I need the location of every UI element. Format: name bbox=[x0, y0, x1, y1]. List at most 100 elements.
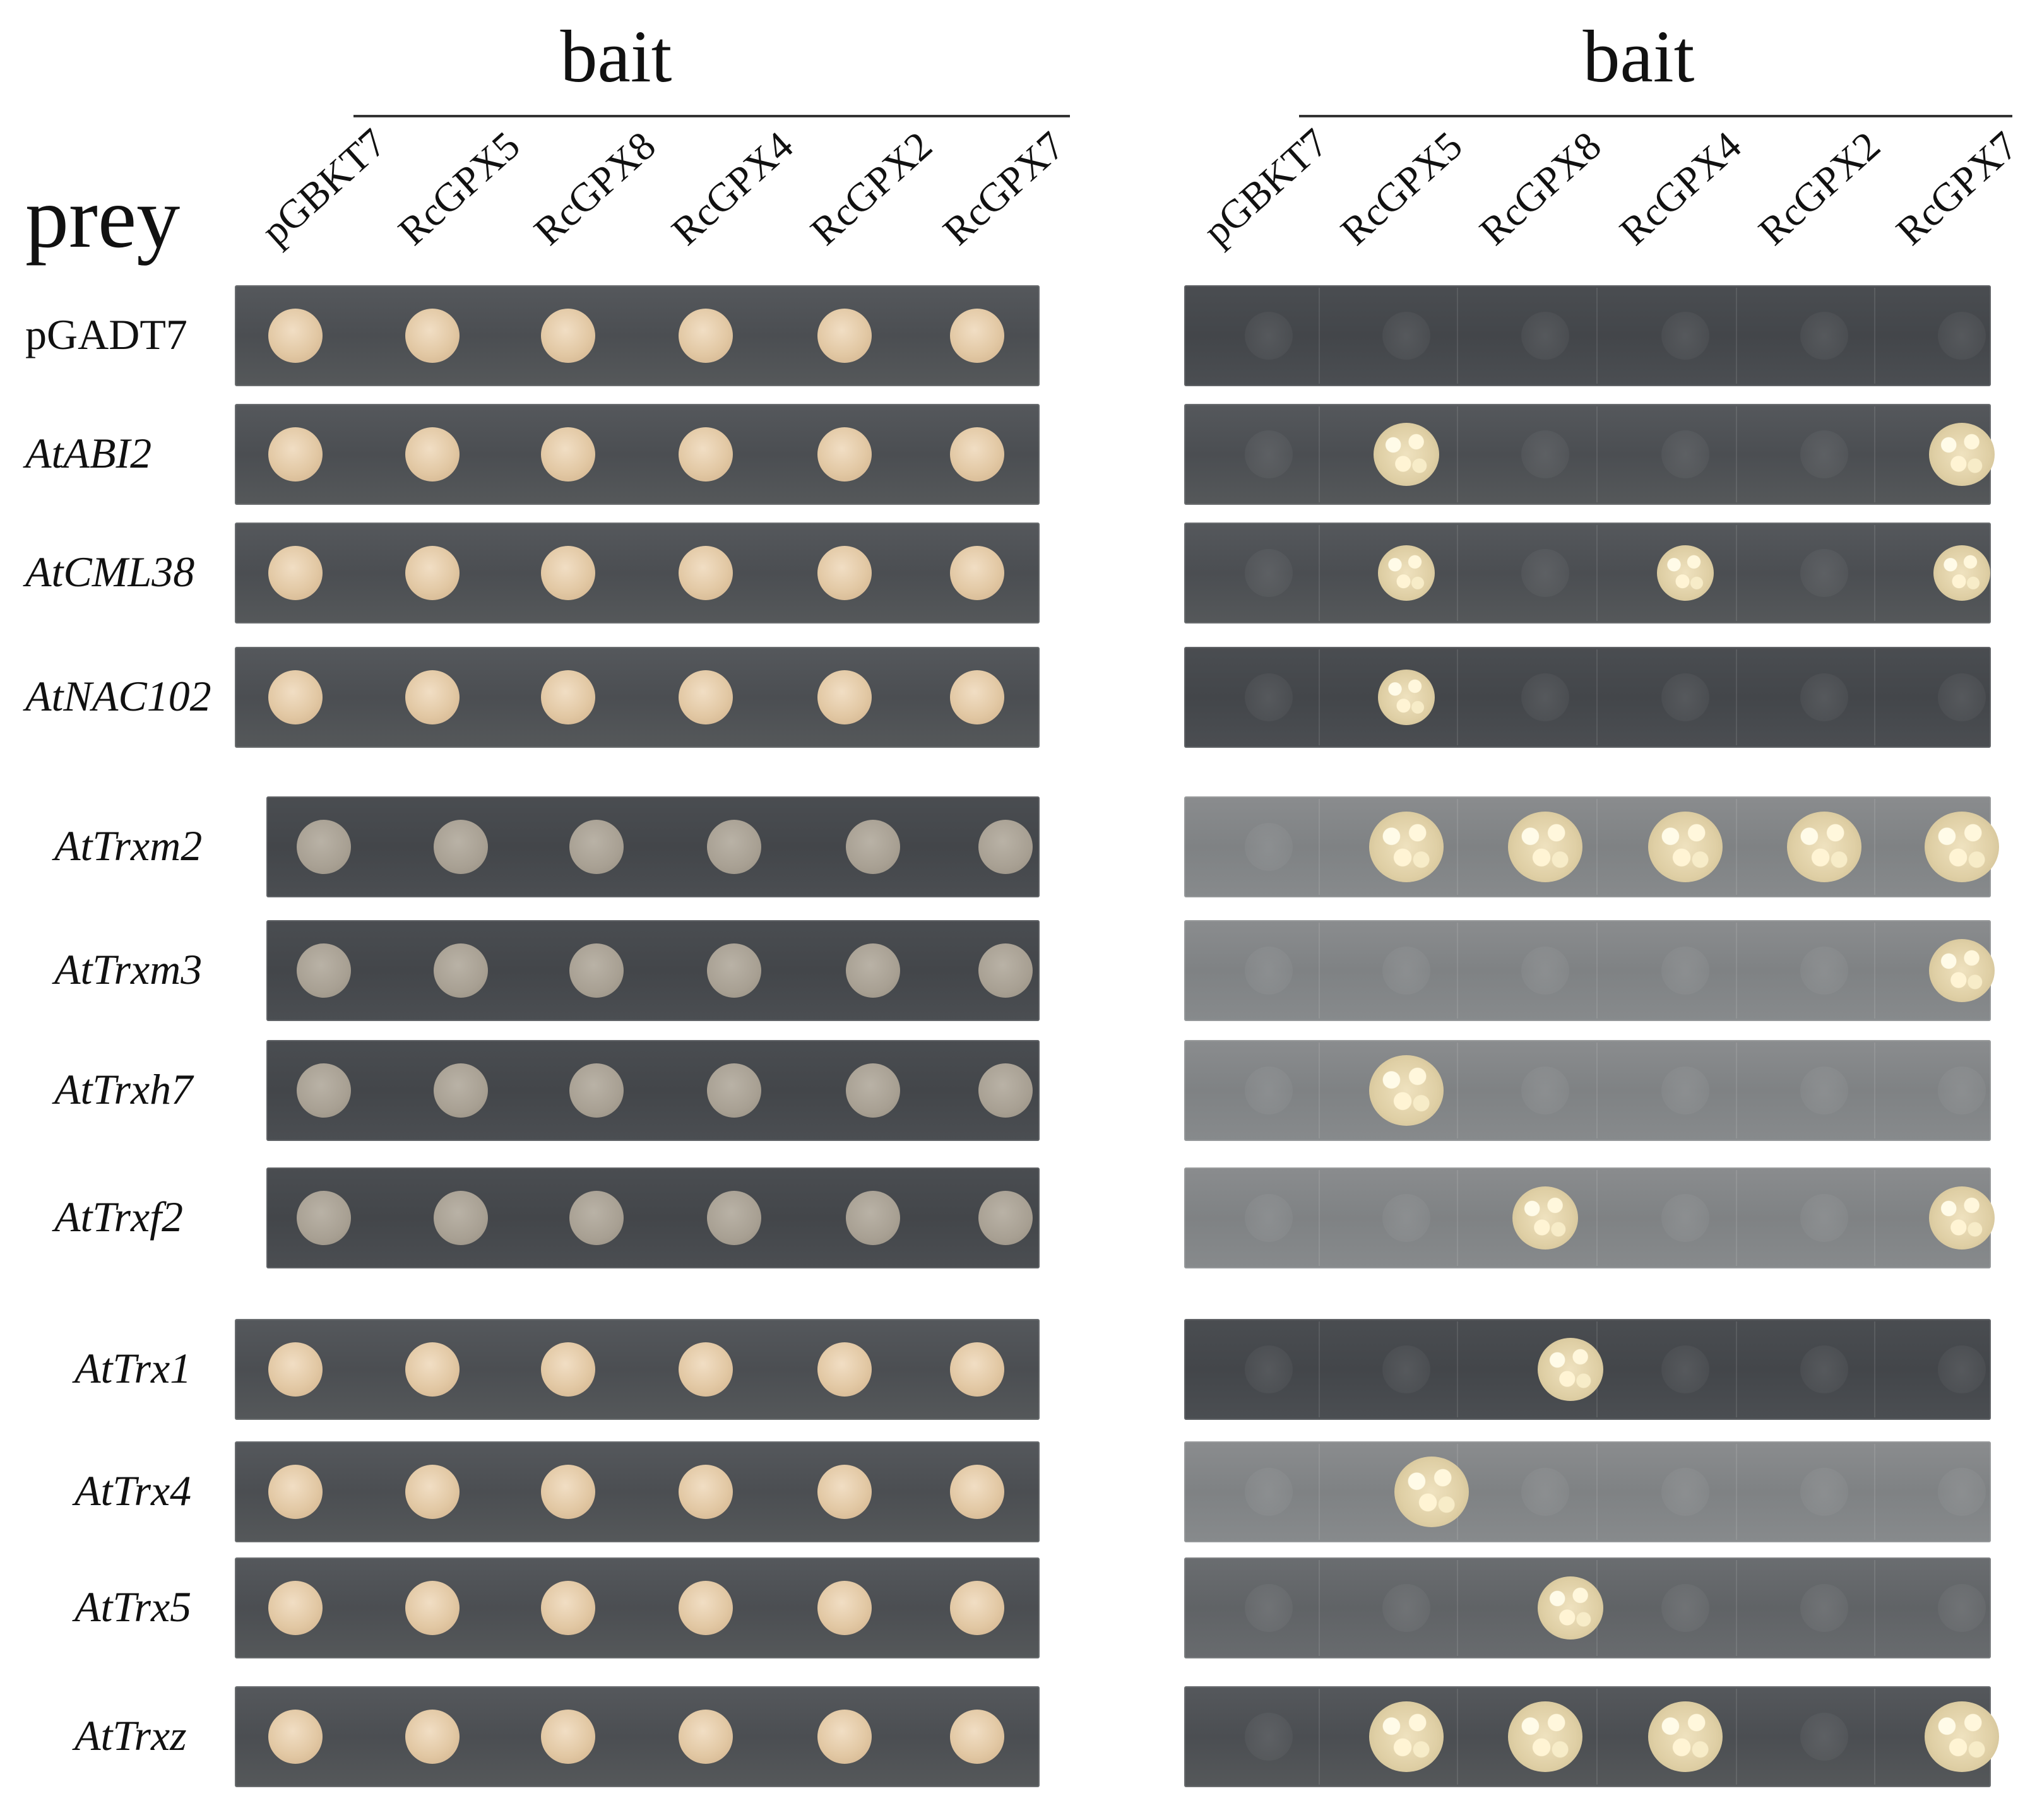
yeast-spot bbox=[541, 1710, 595, 1764]
yeast-spot-no-growth bbox=[1521, 549, 1569, 597]
yeast-spot-no-growth bbox=[1661, 430, 1709, 478]
plate-divider bbox=[1596, 1170, 1598, 1266]
yeast-spot bbox=[434, 943, 488, 998]
yeast-colony-growth bbox=[1787, 812, 1861, 882]
yeast-spot-no-growth bbox=[1800, 1345, 1848, 1393]
plate-divider bbox=[1874, 1560, 1875, 1656]
prey-label-attrx4: AtTrx4 bbox=[74, 1467, 192, 1515]
yeast-spot bbox=[405, 427, 460, 482]
plate-divider bbox=[1319, 1689, 1320, 1785]
plate-divider bbox=[1457, 406, 1458, 502]
yeast-spot bbox=[405, 1465, 460, 1519]
left-plate-strip-pgadt7 bbox=[235, 285, 1040, 386]
yeast-colony-growth bbox=[1369, 1055, 1444, 1126]
yeast-spot-no-growth bbox=[1245, 1584, 1293, 1632]
yeast-spot-no-growth bbox=[1661, 312, 1709, 360]
yeast-spot bbox=[846, 1191, 900, 1245]
yeast-spot bbox=[541, 1465, 595, 1519]
yeast-spot bbox=[434, 1191, 488, 1245]
plate-divider bbox=[1319, 1170, 1320, 1266]
yeast-spot bbox=[297, 943, 351, 998]
left-plate-strip-atnac102 bbox=[235, 647, 1040, 748]
right-plate-strip-atcml38 bbox=[1184, 523, 1991, 623]
yeast-spot bbox=[817, 427, 872, 482]
yeast-spot bbox=[268, 427, 323, 482]
yeast-spot bbox=[268, 670, 323, 724]
yeast-colony-growth bbox=[1648, 1701, 1723, 1772]
yeast-colony-growth bbox=[1374, 423, 1439, 486]
left-bait-title: bait bbox=[560, 15, 672, 98]
prey-label-pgadt7: pGADT7 bbox=[25, 310, 187, 358]
plate-divider bbox=[1874, 799, 1875, 895]
plate-divider bbox=[1736, 1560, 1737, 1656]
left-col-label-rcgpx2: RcGPX2 bbox=[802, 122, 941, 254]
prey-label-attrxm2: AtTrxm2 bbox=[54, 822, 203, 870]
right-col-label-rcgpx7: RcGPX7 bbox=[1887, 122, 2026, 254]
prey-label-attrxm3: AtTrxm3 bbox=[54, 945, 203, 993]
yeast-spot-no-growth bbox=[1661, 947, 1709, 995]
prey-label-attrxh7: AtTrxh7 bbox=[54, 1065, 193, 1113]
yeast-spot-no-growth bbox=[1938, 673, 1986, 721]
yeast-spot bbox=[679, 670, 733, 724]
plate-divider bbox=[1319, 649, 1320, 745]
yeast-spot bbox=[268, 546, 323, 600]
yeast-spot-no-growth bbox=[1245, 1713, 1293, 1761]
yeast-spot-no-growth bbox=[1245, 1194, 1293, 1242]
plate-divider bbox=[1874, 288, 1875, 384]
right-bait-underline bbox=[1299, 115, 2012, 117]
yeast-spot-no-growth bbox=[1661, 1067, 1709, 1114]
plate-divider bbox=[1874, 923, 1875, 1019]
plate-divider bbox=[1596, 649, 1598, 745]
yeast-spot-no-growth bbox=[1245, 430, 1293, 478]
right-col-label-rcgpx8: RcGPX8 bbox=[1471, 122, 1610, 254]
yeast-spot-no-growth bbox=[1661, 1345, 1709, 1393]
yeast-colony-growth bbox=[1508, 1701, 1582, 1772]
left-col-label-rcgpx4: RcGPX4 bbox=[663, 122, 802, 254]
right-plate-strip-attrxz bbox=[1184, 1686, 1991, 1787]
yeast-spot bbox=[679, 1581, 733, 1635]
yeast-spot bbox=[268, 1465, 323, 1519]
yeast-colony-growth bbox=[1369, 1701, 1444, 1772]
right-plate-strip-attrxh7 bbox=[1184, 1040, 1991, 1141]
left-plate-strip-attrx4 bbox=[235, 1441, 1040, 1542]
yeast-spot bbox=[405, 1581, 460, 1635]
right-plate-strip-atabi2 bbox=[1184, 404, 1991, 505]
yeast-spot bbox=[679, 546, 733, 600]
yeast-colony-growth bbox=[1929, 1186, 1995, 1250]
right-plate-strip-attrxm2 bbox=[1184, 796, 1991, 897]
plate-divider bbox=[1874, 649, 1875, 745]
right-col-label-rcgpx4: RcGPX4 bbox=[1611, 122, 1750, 254]
yeast-spot bbox=[268, 309, 323, 363]
plate-divider bbox=[1874, 1170, 1875, 1266]
yeast-spot-no-growth bbox=[1382, 312, 1430, 360]
yeast-colony-growth bbox=[1657, 545, 1714, 601]
plate-divider bbox=[1319, 1444, 1320, 1540]
left-plate-strip-attrxh7 bbox=[266, 1040, 1040, 1141]
prey-label-attrx5: AtTrx5 bbox=[74, 1583, 192, 1631]
yeast-colony-growth bbox=[1508, 812, 1582, 882]
yeast-spot-no-growth bbox=[1938, 1345, 1986, 1393]
left-plate-strip-attrx1 bbox=[235, 1319, 1040, 1420]
yeast-spot bbox=[950, 1342, 1004, 1397]
yeast-spot bbox=[950, 670, 1004, 724]
plate-divider bbox=[1319, 288, 1320, 384]
plate-divider bbox=[1596, 1689, 1598, 1785]
plate-divider bbox=[1736, 525, 1737, 621]
yeast-spot bbox=[817, 1710, 872, 1764]
plate-divider bbox=[1736, 288, 1737, 384]
plate-divider bbox=[1457, 1043, 1458, 1138]
plate-divider bbox=[1596, 799, 1598, 895]
yeast-spot bbox=[679, 427, 733, 482]
yeast-spot bbox=[405, 309, 460, 363]
plate-divider bbox=[1596, 1043, 1598, 1138]
yeast-spot-no-growth bbox=[1245, 1345, 1293, 1393]
prey-label-atnac102: AtNAC102 bbox=[25, 672, 211, 720]
yeast-spot bbox=[679, 1465, 733, 1519]
right-plate-strip-attrxm3 bbox=[1184, 920, 1991, 1021]
plate-divider bbox=[1319, 525, 1320, 621]
plate-divider bbox=[1736, 923, 1737, 1019]
yeast-spot bbox=[817, 546, 872, 600]
yeast-spot-no-growth bbox=[1521, 430, 1569, 478]
plate-divider bbox=[1736, 1043, 1737, 1138]
